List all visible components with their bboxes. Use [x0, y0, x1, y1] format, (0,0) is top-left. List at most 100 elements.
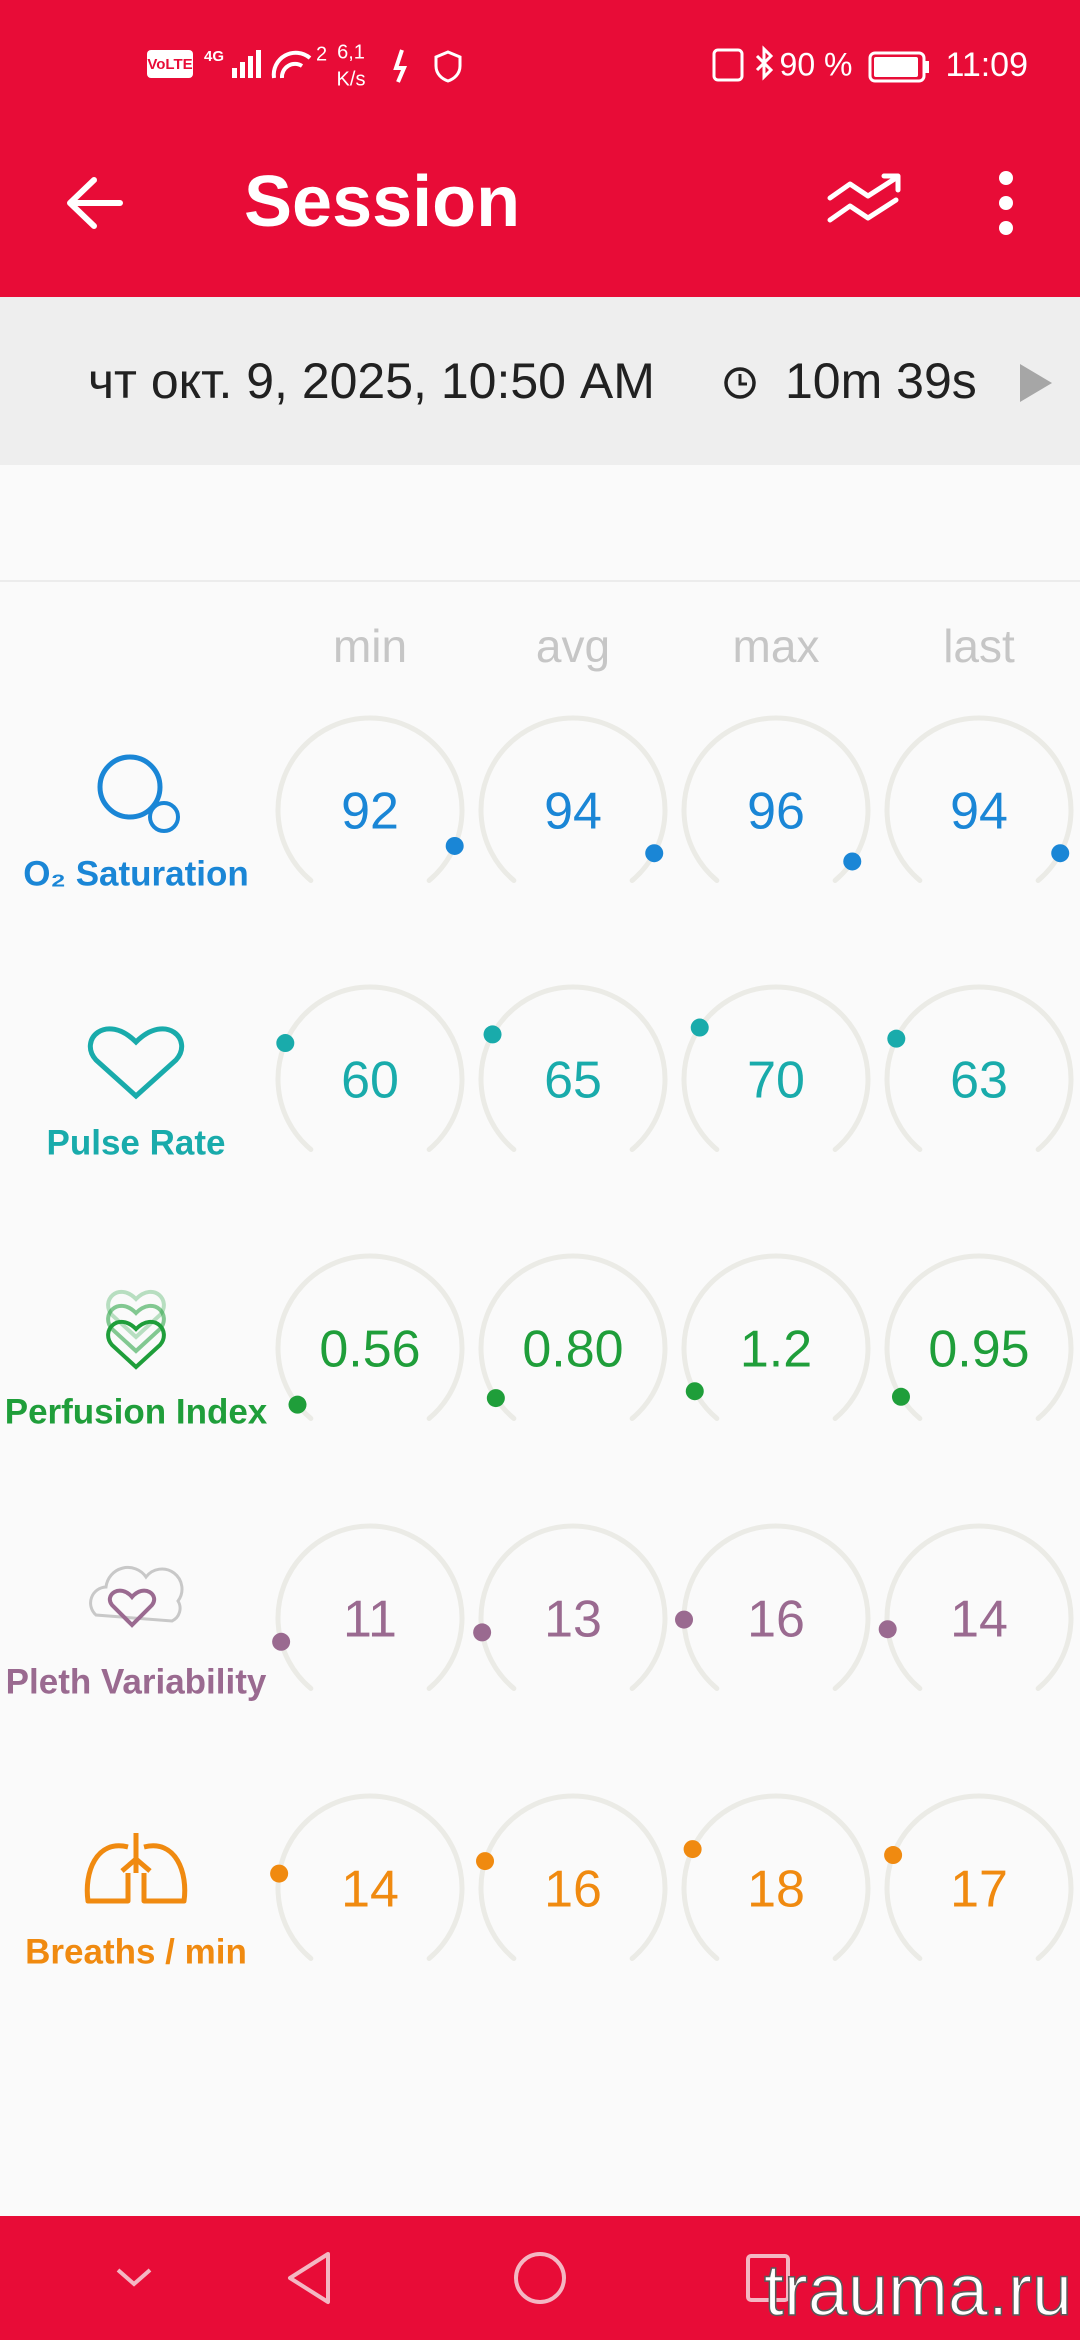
gauge-dot [843, 852, 862, 871]
metric-value: 13 [544, 1591, 602, 1649]
gauge-dot [288, 1395, 307, 1414]
perfusion-icon [106, 1320, 166, 1370]
menu-button[interactable] [999, 171, 1013, 235]
column-header: min [333, 620, 407, 672]
metric-value: 96 [747, 783, 805, 841]
metric-value: 94 [544, 783, 602, 841]
metric-value: 60 [341, 1052, 399, 1110]
pleth-icon-heart [108, 1588, 156, 1628]
session-duration: 10m 39s [785, 353, 977, 409]
column-header: max [733, 620, 820, 672]
gauge-dot [276, 1034, 295, 1053]
metric-row: Pulse Rate 60 65 70 63 [47, 984, 1074, 1162]
gauge-arc [275, 984, 465, 1152]
gauge-arc [681, 715, 871, 883]
gauge-dot [486, 1389, 505, 1408]
gauge-arc [681, 984, 871, 1152]
gauge-dot [483, 1025, 502, 1044]
nfc-icon [712, 48, 744, 82]
volte-badge [147, 50, 193, 78]
date-bar-bg [0, 297, 1080, 465]
battery-icon [868, 51, 926, 83]
metric-value: 70 [747, 1052, 805, 1110]
metric-row: Breaths / min 14 16 18 17 [25, 1793, 1074, 1971]
perfusion-icon [106, 1290, 166, 1340]
gauge-dot [270, 1864, 289, 1883]
metric-value: 17 [950, 1861, 1008, 1919]
watermark: trauma.ru [764, 2251, 1072, 2331]
back-button[interactable] [67, 177, 123, 229]
nav-bar-bg [0, 2216, 1080, 2340]
metric-value: 14 [950, 1591, 1008, 1649]
metric-value: 14 [341, 1861, 399, 1919]
bluetooth-icon [755, 45, 774, 81]
gauge-arc [478, 1793, 668, 1961]
metric-row: Pleth Variability 11 13 16 14 [6, 1523, 1074, 1701]
column-header: last [943, 620, 1015, 672]
play-button[interactable] [1020, 364, 1052, 402]
gauge-arc [884, 1793, 1074, 1961]
metric-row: Perfusion Index 0.56 0.80 1.2 0.95 [5, 1253, 1074, 1431]
battery-percent: 90 % [780, 46, 853, 82]
gauge-arc [478, 984, 668, 1152]
battery-level [874, 57, 918, 77]
pleth-icon-cloud [89, 1566, 184, 1623]
nav-home[interactable] [514, 2252, 566, 2304]
metric-label: O₂ Saturation [23, 854, 249, 893]
signal-bars [232, 50, 261, 78]
battery-tip [925, 61, 929, 73]
metric-value: 92 [341, 783, 399, 841]
metric-label: Perfusion Index [5, 1392, 268, 1431]
gauge-dot [884, 1846, 903, 1865]
wifi-icon [271, 50, 312, 79]
metric-value: 1.2 [740, 1321, 812, 1379]
status-icon [393, 49, 408, 83]
metric-value: 65 [544, 1052, 602, 1110]
column-header: avg [536, 620, 610, 672]
metric-value: 63 [950, 1052, 1008, 1110]
gauge-dot [683, 1840, 702, 1859]
gauge-arc [884, 984, 1074, 1152]
trends-button[interactable] [827, 173, 901, 223]
lungs-icon [84, 1833, 188, 1904]
metric-label: Breaths / min [25, 1932, 247, 1971]
network-label: VoLTE [147, 56, 192, 73]
signal-label: 4G [204, 48, 224, 65]
gauge-dot [887, 1029, 906, 1048]
gauge-dot [690, 1018, 709, 1037]
metric-value: 18 [747, 1861, 805, 1919]
gauge-arc [884, 1253, 1074, 1421]
nav-collapse[interactable] [116, 2268, 152, 2287]
gauge-arc [681, 1793, 871, 1961]
gauge-arc [275, 1793, 465, 1961]
speed: 6,1 [337, 41, 365, 63]
metric-label: Pleth Variability [6, 1662, 267, 1701]
perfusion-icon [106, 1304, 166, 1354]
metric-value: 94 [950, 783, 1008, 841]
gauge-dot [272, 1632, 291, 1651]
gauge-arc [884, 715, 1074, 883]
nav-recents[interactable] [746, 2254, 790, 2302]
gauge-dot [675, 1610, 694, 1629]
shield-icon [434, 50, 462, 83]
gauge-dot [685, 1382, 704, 1401]
clock-icon [724, 367, 756, 399]
clock-hands [738, 374, 747, 386]
speed-unit: K/s [337, 68, 366, 90]
metrics-grid: min avg max last O₂ Saturation 92 94 96 94 Pulse … [5, 620, 1074, 1971]
gauge-dot [645, 844, 664, 863]
gauge-dot [473, 1623, 492, 1642]
gauge-dot [445, 836, 464, 855]
gauge-arc [275, 1523, 465, 1691]
metric-value: 11 [343, 1591, 397, 1649]
metric-value: 0.95 [928, 1321, 1029, 1379]
metric-value: 16 [747, 1591, 805, 1649]
gauge-dot [1051, 844, 1070, 863]
nav-back[interactable] [288, 2252, 330, 2304]
gauge-arc [478, 1253, 668, 1421]
clock: 11:09 [945, 46, 1028, 84]
gauge-arc [275, 1253, 465, 1421]
metric-value: 0.56 [319, 1321, 420, 1379]
